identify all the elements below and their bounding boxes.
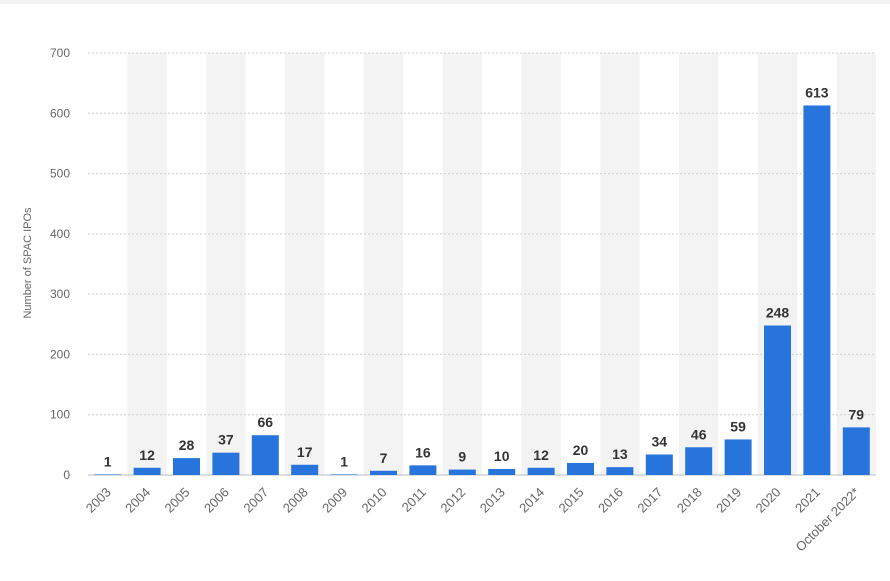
bar-2017 — [645, 454, 673, 475]
value-label-2017: 34 — [652, 434, 668, 450]
x-tick-label: 2005 — [162, 485, 193, 516]
x-tick-label: 2020 — [753, 485, 784, 516]
x-tick-label: 2011 — [399, 485, 429, 515]
value-label-2016: 13 — [612, 446, 628, 462]
value-label-2018: 46 — [691, 426, 707, 442]
x-tick-label: 2009 — [319, 485, 350, 516]
x-tick-label: 2012 — [437, 485, 468, 516]
x-tick-label: 2019 — [713, 485, 744, 516]
bar-2013 — [488, 468, 516, 475]
bar-2008 — [291, 464, 319, 475]
bar-2020 — [764, 325, 791, 475]
band-15 — [679, 53, 719, 475]
bar-2016 — [606, 467, 634, 475]
value-label-2003: 1 — [104, 453, 112, 469]
bar-2015 — [567, 462, 594, 475]
bars — [94, 105, 870, 475]
value-label-2008: 17 — [297, 444, 313, 460]
bar-2019 — [724, 439, 752, 475]
x-tick-label: 2016 — [595, 485, 626, 516]
x-tick-label: 2021 — [792, 485, 823, 516]
value-label-2011: 16 — [415, 444, 431, 460]
value-label-2020: 248 — [766, 304, 790, 320]
value-label-2004: 12 — [139, 447, 155, 463]
y-tick-label: 500 — [50, 167, 70, 181]
x-tick-label: 2017 — [634, 485, 665, 516]
x-tick-label: 2006 — [201, 485, 232, 516]
top-band — [0, 0, 890, 4]
band-5 — [285, 53, 325, 475]
bar-October 2022* — [842, 427, 870, 475]
bar-2007 — [251, 435, 279, 475]
bar-2012 — [448, 469, 476, 475]
bar-2003 — [94, 474, 122, 475]
value-label-2021: 613 — [805, 84, 829, 100]
alternating-bands — [127, 53, 876, 475]
y-tick-label: 700 — [50, 46, 70, 60]
band-9 — [442, 53, 482, 475]
x-tick-label: 2015 — [556, 485, 587, 516]
value-label-2015: 20 — [573, 442, 589, 458]
bar-2005 — [173, 458, 200, 475]
band-7 — [363, 53, 404, 475]
value-label-2009: 1 — [340, 453, 348, 469]
value-label-2014: 12 — [533, 447, 549, 463]
bar-2009 — [330, 474, 358, 475]
x-tick-label: 2013 — [477, 485, 508, 516]
bar-2010 — [370, 470, 397, 475]
band-3 — [206, 53, 246, 475]
x-tick-label: 2010 — [359, 485, 390, 516]
y-tick-label: 400 — [50, 227, 70, 241]
bar-2006 — [212, 452, 240, 475]
x-tick-label: 2008 — [280, 485, 311, 516]
x-tick-label: 2018 — [674, 485, 705, 516]
y-axis-ticks: 0 100 200 300 400 500 600 700 — [50, 46, 70, 482]
value-label-2005: 28 — [179, 437, 195, 453]
value-label-2010: 7 — [380, 450, 388, 466]
y-axis-label: Number of SPAC IPOs — [22, 207, 34, 319]
value-label-2013: 10 — [494, 448, 510, 464]
value-label-2007: 66 — [258, 414, 274, 430]
value-label-2019: 59 — [730, 418, 746, 434]
x-tick-label: 2014 — [516, 485, 547, 516]
band-13 — [600, 53, 640, 475]
value-label-October 2022*: 79 — [849, 406, 865, 422]
band-1 — [127, 53, 167, 475]
y-tick-label: 600 — [50, 106, 70, 120]
band-11 — [521, 53, 561, 475]
x-tick-label: 2004 — [122, 485, 153, 516]
bar-2018 — [685, 447, 713, 475]
x-tick-label: 2003 — [83, 485, 114, 516]
bar-2021 — [803, 105, 831, 475]
bar-2011 — [409, 465, 437, 475]
x-axis-ticks: 2003 2004 2005 2006 2007 2008 2009 2010 2011 2012… — [83, 485, 863, 555]
x-tick-label: 2007 — [240, 485, 271, 516]
y-tick-label: 200 — [50, 347, 70, 361]
value-label-2012: 9 — [458, 449, 466, 465]
bar-2014 — [527, 467, 555, 475]
value-label-2006: 37 — [218, 432, 234, 448]
y-tick-label: 0 — [63, 468, 70, 482]
bar-2004 — [133, 467, 161, 475]
y-tick-label: 100 — [50, 408, 70, 422]
band-19 — [836, 53, 876, 475]
y-tick-label: 300 — [50, 287, 70, 301]
